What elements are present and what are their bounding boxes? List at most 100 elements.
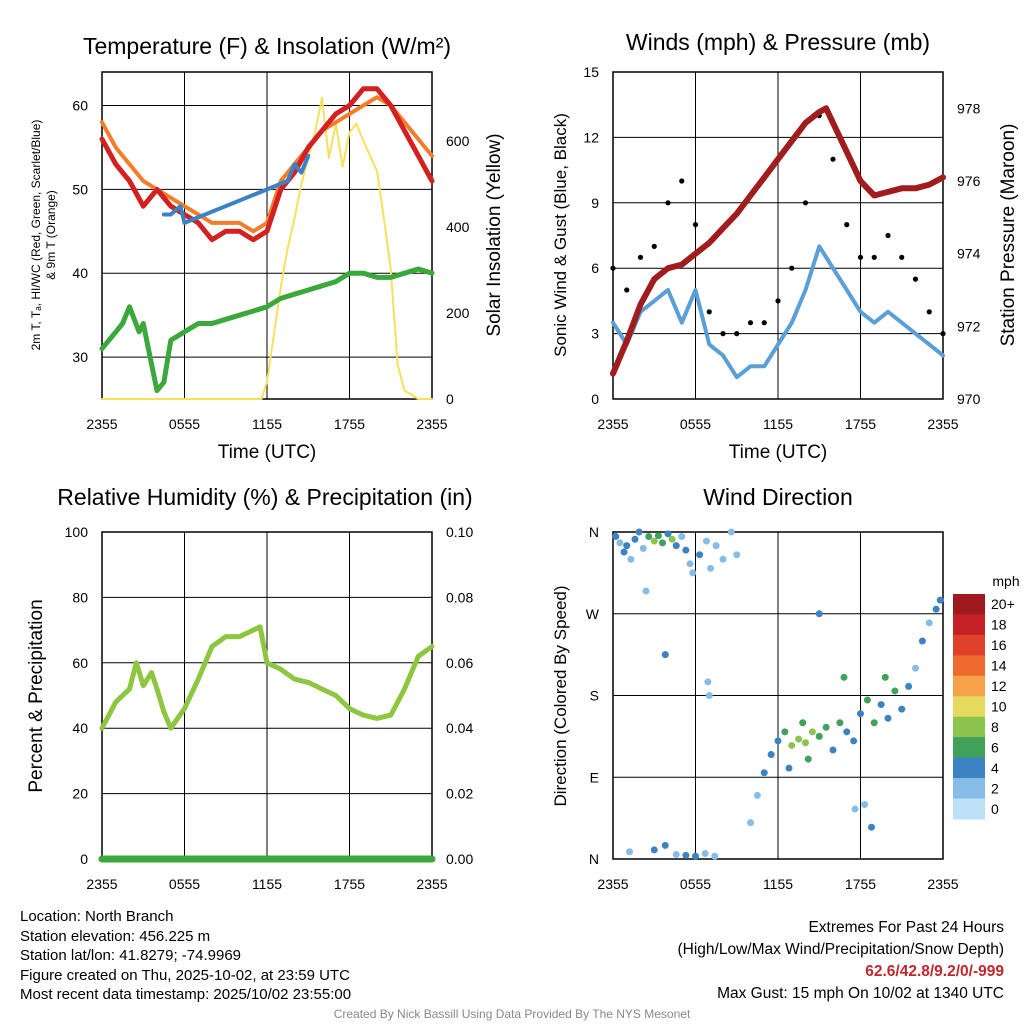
wind-x-tick-label: 1755 (845, 416, 876, 432)
gust-point (912, 276, 919, 282)
temperature-y-axis-label-line1: 2m T, Tₐ, HI/WC (Red, Green, Scarlet/Blu… (29, 120, 43, 351)
wind-plot-frame (612, 71, 944, 400)
wind-y2-tick-label: 976 (957, 173, 981, 189)
direction-point (881, 673, 889, 681)
gust-point (940, 331, 946, 337)
direction-point (808, 728, 816, 736)
direction-point (626, 848, 633, 856)
rh-y-tick-label: 80 (72, 589, 88, 605)
direction-point (719, 555, 727, 563)
dir-y-tick-label: N (589, 851, 599, 867)
temp-series-dew-point (99, 266, 435, 394)
dir-x-tick-label: 2355 (597, 876, 628, 892)
direction-point (635, 528, 643, 536)
recent-timestamp: Most recent data timestamp: 2025/10/02 2… (20, 986, 352, 1003)
direction-point (701, 850, 709, 858)
direction-point (857, 710, 864, 718)
gust-point (720, 331, 726, 337)
direction-point (650, 537, 658, 545)
temp-y2-tick-label: 200 (446, 305, 470, 321)
extremes-subtitle: (High/Low/Max Wind/Precipitation/Snow De… (677, 941, 1005, 958)
gust-point (844, 222, 850, 228)
direction-point (707, 564, 715, 572)
station-latlon: Station lat/lon: 41.8279; -74.9969 (20, 947, 242, 964)
direction-point (829, 746, 837, 754)
direction-point (932, 605, 940, 613)
direction-point (692, 852, 699, 860)
direction-point (760, 769, 768, 777)
gust-point (706, 309, 712, 315)
wind-direction-chart: Wind Direction Direction (Colored By Spe… (551, 484, 1020, 892)
rh-x-tick-label: 2355 (86, 876, 117, 892)
colorbar-label: 0 (991, 801, 999, 817)
temp-y-tick-label: 40 (72, 265, 88, 281)
rh-y2-tick-label: 0.04 (446, 720, 473, 736)
direction-point (654, 532, 662, 540)
direction-point (804, 755, 812, 763)
direction-point (705, 692, 713, 699)
colorbar-label: 20+ (991, 596, 1015, 612)
wind-chart-title: Winds (mph) & Pressure (mb) (626, 29, 930, 55)
direction-point (678, 533, 686, 541)
dir-x-tick-label: 2355 (927, 876, 958, 892)
colorbar-swatch (953, 757, 985, 779)
direction-point (898, 705, 906, 713)
direction-point (650, 846, 658, 854)
rh-y-tick-label: 60 (72, 655, 88, 671)
dir-y-tick-label: N (589, 524, 599, 540)
direction-point (727, 528, 735, 536)
wind-x-tick-label: 0555 (680, 416, 711, 432)
temperature-x-axis-label: Time (UTC) (218, 442, 317, 463)
direction-point (668, 535, 676, 543)
colorbar-swatch (953, 798, 985, 820)
gust-point (761, 320, 767, 326)
direction-point (620, 548, 628, 556)
direction-y-axis-label: Direction (Colored By Speed) (551, 585, 570, 806)
gust-point (692, 222, 699, 228)
direction-point (639, 544, 647, 552)
humidity-chart: Relative Humidity (%) & Precipitation (i… (26, 484, 473, 892)
direction-point (682, 546, 690, 554)
colorbar-label: 18 (991, 617, 1007, 633)
credit-line: Created By Nick Bassill Using Data Provi… (333, 1007, 691, 1021)
colorbar-label: 2 (991, 780, 999, 796)
dir-x-tick-label: 1155 (763, 876, 793, 892)
direction-point (627, 555, 635, 563)
direction-point (733, 551, 741, 559)
rh-y2-tick-label: 0.08 (446, 589, 473, 605)
rh-y-tick-label: 20 (72, 786, 88, 802)
direction-point (843, 728, 851, 736)
rh-y2-tick-label: 0.06 (446, 655, 473, 671)
wind-y-axis-label: Sonic Wind & Gust (Blue, Black) (551, 113, 570, 357)
direction-point (642, 587, 650, 595)
gust-point (802, 200, 809, 206)
colorbar-swatch (953, 594, 985, 615)
dir-y-tick-label: E (590, 769, 599, 785)
wind-series-station-pressure (610, 105, 946, 377)
direction-point (711, 852, 719, 860)
direction-point (696, 551, 704, 559)
direction-point (815, 732, 823, 740)
direction-point (747, 819, 754, 827)
wind-y-tick-label: 15 (583, 64, 599, 80)
figure-created: Figure created on Thu, 2025-10-02, at 23… (20, 966, 350, 984)
direction-point (788, 741, 796, 749)
direction-point (863, 696, 871, 704)
insolation-y-axis-label: Solar Insolation (Yellow) (484, 133, 505, 336)
rh-x-tick-label: 2355 (416, 876, 447, 892)
direction-point (661, 651, 669, 659)
gust-point (610, 265, 616, 271)
gust-point (679, 178, 685, 184)
wind-y-tick-label: 9 (591, 195, 599, 211)
rh-x-tick-label: 1755 (334, 876, 365, 892)
temp-y2-tick-label: 0 (446, 391, 454, 407)
wind-y2-tick-label: 978 (957, 100, 981, 116)
colorbar-swatch (953, 696, 985, 718)
temp-y2-tick-label: 400 (446, 219, 470, 235)
direction-point (661, 841, 669, 849)
gust-point (871, 254, 877, 260)
direction-point (822, 723, 830, 731)
temperature-y-axis-label-line2: & 9m T (Orange) (44, 190, 58, 280)
colorbar-swatch (953, 778, 985, 800)
